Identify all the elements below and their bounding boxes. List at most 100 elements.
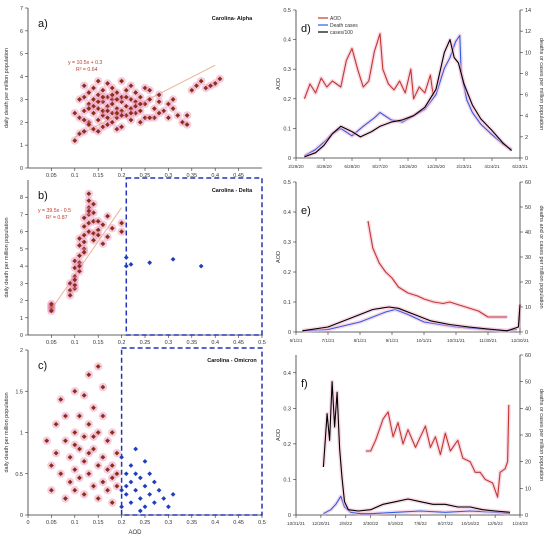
x-tick-label: 10/16/22 bbox=[461, 521, 479, 526]
data-point bbox=[114, 126, 120, 132]
data-point bbox=[91, 210, 96, 216]
y-tick-label: 4 bbox=[20, 75, 23, 81]
data-point bbox=[123, 113, 129, 118]
series-line-aod bbox=[365, 404, 510, 498]
series-line-cases bbox=[322, 381, 511, 513]
data-point bbox=[212, 81, 218, 86]
data-point bbox=[142, 101, 148, 107]
data-point bbox=[77, 243, 82, 248]
y2-tick-label: 14 bbox=[525, 8, 531, 14]
panel-letter: c) bbox=[38, 360, 47, 372]
x-tick-label: 0.05 bbox=[46, 340, 57, 346]
data-point bbox=[100, 222, 106, 228]
series-line-cases-100 bbox=[304, 39, 512, 158]
panel-title: Carolina - Delta bbox=[212, 188, 253, 194]
data-point bbox=[91, 97, 96, 102]
data-point bbox=[114, 483, 120, 489]
data-point bbox=[72, 286, 78, 291]
x-tick-label: 0.4 bbox=[211, 520, 219, 526]
x-tick-label: 0.4 bbox=[211, 173, 219, 179]
x-tick-label: 12/30/21 bbox=[511, 338, 529, 343]
data-point bbox=[72, 274, 78, 279]
data-point bbox=[95, 106, 101, 111]
data-point bbox=[81, 239, 87, 245]
data-point bbox=[198, 263, 204, 269]
x-tick-label: 0.35 bbox=[186, 520, 197, 526]
data-point bbox=[95, 78, 101, 84]
x-tick-label: 0 bbox=[26, 520, 29, 526]
y-tick-label: 3 bbox=[20, 97, 23, 103]
data-point bbox=[81, 129, 87, 134]
data-point bbox=[142, 115, 148, 121]
y2-tick-label: 10 bbox=[525, 305, 531, 311]
regression-r2: R² = 0.64 bbox=[76, 67, 98, 73]
x-tick-label: 0.45 bbox=[233, 340, 244, 346]
x-tick-label: 8/27/22 bbox=[438, 521, 454, 526]
data-point bbox=[81, 94, 87, 100]
data-point bbox=[128, 83, 134, 89]
data-point bbox=[77, 446, 82, 452]
x-tick-label: 10/31/21 bbox=[447, 338, 465, 343]
series-line-aod bbox=[303, 33, 434, 100]
y-tick-label: 1.5 bbox=[15, 389, 23, 395]
data-point bbox=[123, 87, 129, 93]
x-tick-label: 7/8/22 bbox=[414, 521, 427, 526]
y2-tick-label: 20 bbox=[525, 460, 531, 466]
data-point bbox=[86, 229, 92, 235]
data-point bbox=[72, 442, 78, 448]
data-point bbox=[119, 99, 124, 105]
data-point bbox=[184, 113, 190, 118]
regression-equation: y = 10.5x + 0.3 bbox=[68, 60, 102, 66]
x-tick-label: 5/19/22 bbox=[388, 521, 404, 526]
data-point bbox=[114, 450, 120, 456]
panel-d: 0 0.1 0.2 0.3 0.4 0.5 0 2 4 6 8 10 12 14 2/29/20 4/29/2… bbox=[276, 8, 544, 169]
panel-a: 0 1 2 3 4 5 6 7 0.05 0.1 0.15 0.2 0.25 0.3 0.35 0.4 0.45… bbox=[4, 6, 262, 179]
data-point bbox=[105, 115, 110, 121]
y-tick-label: 0.3 bbox=[283, 67, 291, 73]
data-point bbox=[72, 388, 78, 394]
data-point bbox=[81, 224, 87, 229]
y2-tick-label: 20 bbox=[525, 280, 531, 286]
y-tick-label: 1 bbox=[20, 143, 23, 149]
y-tick-label: 1 bbox=[20, 316, 23, 322]
x-tick-label: 0.2 bbox=[118, 340, 126, 346]
series-line-cases bbox=[302, 304, 521, 332]
x-tick-label: 4/29/20 bbox=[316, 164, 332, 169]
series-halo-death-cases bbox=[303, 33, 513, 158]
y-tick-label: 5 bbox=[20, 247, 23, 253]
y2-tick-label: 4 bbox=[525, 114, 528, 120]
x-tick-label: 7/1/21 bbox=[322, 338, 335, 343]
data-point bbox=[166, 504, 171, 510]
data-point bbox=[49, 305, 54, 310]
data-point bbox=[175, 113, 181, 118]
x-tick-label: 12/25/20 bbox=[427, 164, 445, 169]
x-tick-label: 2/8/22 bbox=[339, 521, 352, 526]
data-point bbox=[119, 229, 124, 235]
x-tick-label: 12/5/22 bbox=[487, 521, 503, 526]
data-point bbox=[109, 225, 115, 231]
y2-tick-label: 12 bbox=[525, 29, 531, 35]
y-tick-label: 3 bbox=[20, 281, 23, 287]
dashed-region-box bbox=[120, 347, 263, 516]
data-point bbox=[81, 215, 87, 221]
data-point bbox=[95, 92, 101, 98]
x-tick-label: 8/1/21 bbox=[354, 338, 367, 343]
y-tick-label: 0.2 bbox=[283, 270, 291, 276]
data-point bbox=[128, 479, 134, 485]
data-point bbox=[180, 119, 185, 125]
data-point bbox=[49, 487, 54, 493]
data-point bbox=[128, 117, 134, 123]
data-point bbox=[170, 491, 176, 497]
data-point bbox=[77, 263, 82, 269]
x-tick-label: 11/30/21 bbox=[479, 338, 497, 343]
data-point bbox=[77, 475, 82, 481]
x-tick-label: 0.15 bbox=[93, 520, 104, 526]
panel-c: 0 0.5 1 1.5 2 0 0.05 0.1 0.15 0.2 0.25 0.3 0.35 0.4 0.… bbox=[4, 347, 266, 536]
data-point bbox=[86, 106, 92, 111]
y2-tick-label: 60 bbox=[525, 353, 531, 359]
data-point bbox=[81, 83, 87, 89]
data-point bbox=[81, 232, 87, 238]
data-point bbox=[133, 90, 139, 95]
data-point bbox=[114, 471, 120, 477]
data-point bbox=[53, 421, 59, 427]
